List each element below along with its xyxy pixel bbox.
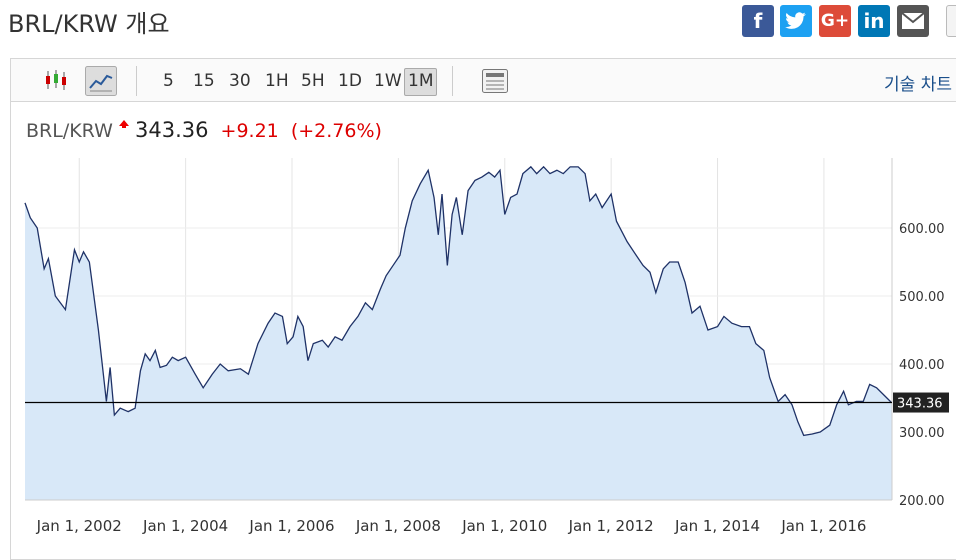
y-tick-label: 600.00 [899,222,945,237]
twitter-icon [785,12,806,29]
x-tick-label: Jan 1, 2012 [568,517,654,535]
share-twitter[interactable] [780,5,812,37]
interval-button[interactable]: 1M [404,68,438,96]
mail-icon [901,12,925,29]
interval-button[interactable]: 1D [338,71,362,91]
y-tick-label: 400.00 [899,358,945,373]
price-line [24,165,892,437]
x-tick-label: Jan 1, 2002 [36,517,122,535]
toolbar-divider [452,66,453,96]
x-tick-label: Jan 1, 2016 [780,517,866,535]
candlestick-button[interactable] [44,68,68,92]
x-tick-label: Jan 1, 2010 [461,517,547,535]
interval-button[interactable]: 15 [193,71,215,91]
quote-price: 343.36 [135,118,209,142]
x-tick-label: Jan 1, 2004 [142,517,228,535]
quote-row: BRL/KRW 343.36 +9.21 (+2.76%) [26,118,382,142]
reference-label: 343.36 [897,397,943,412]
technical-chart-link[interactable]: 기술 차트 [884,75,952,95]
interval-button[interactable]: 30 [229,71,251,91]
line-chart-button[interactable] [85,66,117,96]
y-tick-label: 300.00 [899,426,945,441]
x-tick-label: Jan 1, 2014 [674,517,760,535]
toolbar-divider [136,66,137,96]
x-tick-label: Jan 1, 2008 [355,517,441,535]
up-arrow [118,120,129,128]
quote-change: +9.21 [220,120,279,142]
area-fill [25,166,892,500]
interval-button[interactable]: 1H [265,71,289,91]
share-facebook[interactable]: f [742,5,774,37]
interval-button[interactable]: 1W [374,71,402,91]
share-linkedin[interactable]: in [858,5,890,37]
quote-symbol: BRL/KRW [26,120,113,142]
settings-button[interactable] [481,68,509,94]
interval-button[interactable]: 5 [163,71,174,91]
share-google[interactable]: G+ [819,5,851,37]
x-tick-label: Jan 1, 2006 [248,517,334,535]
more-button[interactable] [946,5,956,37]
page-title: BRL/KRW 개요 [8,10,170,38]
y-tick-label: 500.00 [899,290,945,305]
interval-button[interactable]: 5H [301,71,325,91]
quote-change-pct: (+2.76%) [290,120,382,142]
reference-label-bg [893,392,949,413]
share-mail[interactable] [897,5,929,37]
y-tick-label: 200.00 [899,494,945,509]
